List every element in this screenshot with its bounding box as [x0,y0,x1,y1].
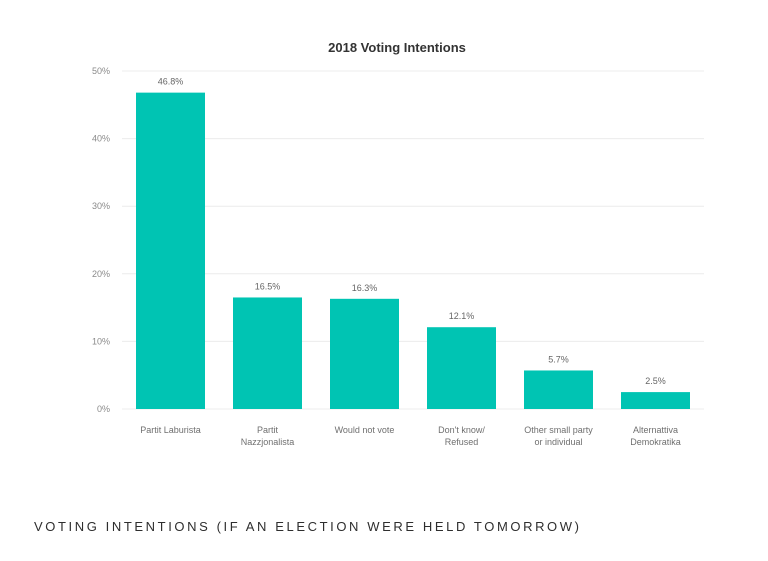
y-tick-label: 40% [92,134,110,144]
category-label-line: Nazzjonalista [241,437,295,447]
category-label: Other small party or individual [524,425,593,447]
category-label: Partit Nazzjonalista [241,425,295,447]
category-label-line: Alternattiva [633,425,678,435]
bar [621,392,690,409]
data-label: 16.3% [352,283,378,293]
chart-caption: VOTING INTENTIONS (IF AN ELECTION WERE H… [34,519,582,534]
category-label-line: Don't know/ [438,425,485,435]
bar [136,92,205,409]
data-label: 46.8% [158,77,184,87]
data-label: 16.5% [255,281,281,291]
category-label: Partit Laburista [140,425,201,435]
category-label: Don't know/Refused [438,425,485,447]
x-axis: Partit Laburista Partit Nazzjonalista Would… [140,425,681,447]
chart-title: 2018 Voting Intentions [328,40,466,55]
bar [427,327,496,409]
category-label-line: Other small party [524,425,593,435]
bar-chart: 2018 Voting Intentions 0% 10% 20% 30% 40% 50%… [92,40,704,447]
category-label-line: Partit Laburista [140,425,201,435]
y-tick-label: 0% [97,404,110,414]
category-label: Alternattiva Demokratika [630,425,681,447]
bar [330,298,399,409]
category-label-line: Would not vote [335,425,395,435]
data-label: 5.7% [548,354,569,364]
y-axis: 0% 10% 20% 30% 40% 50% [92,66,110,414]
bar [524,370,593,409]
data-label: 2.5% [645,376,666,386]
y-tick-label: 10% [92,336,110,346]
category-label-line: or individual [534,437,582,447]
category-label: Would not vote [335,425,395,435]
category-label-line: Demokratika [630,437,681,447]
y-tick-label: 30% [92,201,110,211]
category-label-line: Partit [257,425,279,435]
y-tick-label: 50% [92,66,110,76]
category-label-line: Refused [445,437,479,447]
y-tick-label: 20% [92,269,110,279]
bars: 46.8% 16.5% 16.3% 12.1% 5.7% 2.5% [136,77,690,409]
gridlines [122,70,704,410]
bar [233,297,302,409]
data-label: 12.1% [449,311,475,321]
